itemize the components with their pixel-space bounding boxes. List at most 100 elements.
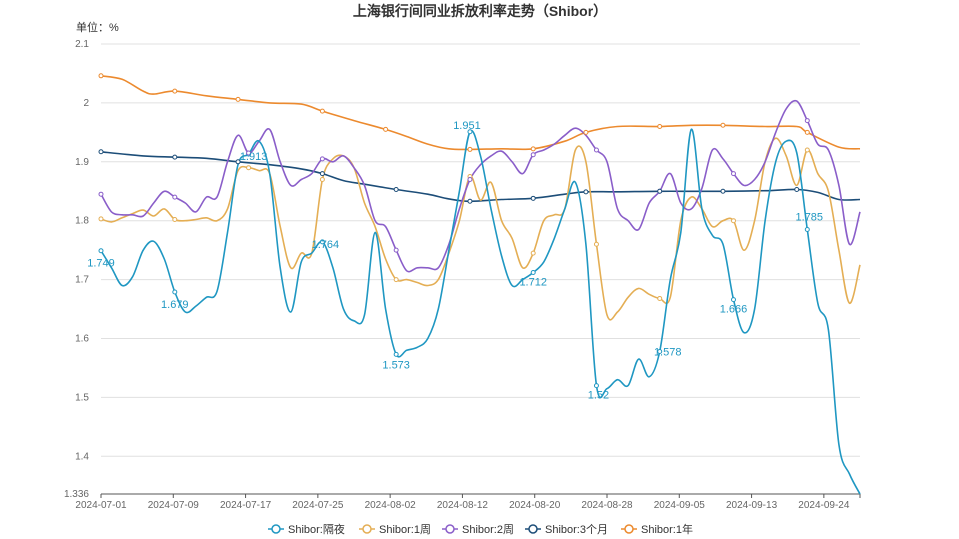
legend-swatch-marker — [362, 524, 372, 534]
data-point — [98, 248, 104, 254]
y-tick-label: 1.4 — [75, 451, 89, 462]
x-tick-label: 2024-08-20 — [509, 500, 561, 511]
x-tick-label: 2024-08-02 — [365, 500, 417, 511]
x-tick-label: 2024-07-25 — [292, 500, 344, 511]
data-point — [657, 188, 663, 194]
data-point — [657, 295, 663, 301]
series-line-0 — [100, 128, 861, 495]
data-point — [731, 171, 736, 177]
data-point — [383, 126, 389, 132]
series-points — [98, 73, 810, 389]
legend-swatch-marker — [445, 524, 455, 534]
data-point — [583, 129, 589, 135]
data-point — [794, 186, 800, 192]
x-tick-label: 2024-07-17 — [220, 500, 272, 511]
data-point — [657, 348, 663, 354]
data-point — [246, 165, 252, 171]
x-axis: 2024-07-01 2024-07-09 2024-07-17 2024-07-25… — [75, 493, 861, 511]
data-point — [98, 73, 104, 79]
legend-swatch-marker — [624, 524, 634, 534]
x-tick-label: 2024-07-09 — [148, 500, 200, 511]
legend-item-label: Shibor:3个月 — [545, 523, 608, 536]
x-tick-label: 2024-07-01 — [75, 500, 127, 511]
data-point — [98, 191, 104, 197]
data-point — [172, 194, 178, 200]
data-point — [593, 147, 599, 153]
data-point — [393, 277, 399, 283]
data-point — [720, 122, 726, 128]
data-point — [467, 129, 473, 135]
y-tick-label: 1.5 — [75, 392, 89, 403]
y-tick-label: 1.8 — [75, 216, 89, 227]
data-point — [319, 176, 325, 182]
data-point — [393, 186, 399, 192]
x-tick-label: 2024-08-12 — [437, 500, 489, 511]
data-point — [530, 270, 536, 276]
data-point — [530, 152, 536, 158]
data-point — [172, 217, 178, 223]
data-point — [583, 189, 589, 195]
data-point — [657, 123, 663, 129]
data-label: 1.712 — [519, 277, 547, 289]
data-point — [467, 198, 473, 204]
legend-item-label: Shibor:1周 — [379, 523, 431, 536]
x-tick-label: 2024-09-13 — [726, 500, 778, 511]
data-point — [804, 147, 810, 153]
data-point — [172, 88, 178, 94]
data-point — [246, 150, 252, 156]
data-label: 1.666 — [720, 304, 748, 316]
legend-item-label: Shibor:2周 — [462, 523, 514, 536]
y-tick-label: 1.9 — [75, 157, 89, 168]
y-tick-label: 1.7 — [75, 275, 89, 286]
y-axis-ticks: 1.336 1.4 1.5 1.6 1.7 1.8 1.9 2 2.1 — [64, 39, 89, 500]
data-label: 1.52 — [588, 390, 609, 402]
data-point — [731, 297, 736, 303]
y-tick-label: 1.6 — [75, 334, 89, 345]
data-point — [804, 129, 810, 135]
data-point — [467, 146, 473, 152]
data-label: 1.785 — [796, 212, 824, 224]
data-point — [98, 216, 104, 222]
data-point — [98, 149, 104, 155]
legend-item-label: Shibor:隔夜 — [288, 522, 345, 536]
data-point — [731, 218, 736, 224]
chart-title: 上海银行间同业拆放利率走势（Shibor） — [353, 3, 607, 19]
data-point — [530, 250, 536, 256]
data-label: 1.749 — [87, 258, 115, 270]
data-label: 1.679 — [161, 299, 189, 311]
data-labels: 1.749 1.679 1.913 1.764 1.573 1.951 1.712 1.52 1… — [87, 120, 823, 402]
x-tick-label: 2024-09-05 — [654, 500, 706, 511]
grid-lines — [101, 43, 860, 457]
data-point — [804, 227, 810, 233]
data-point — [319, 239, 325, 245]
data-label: 1.573 — [382, 359, 410, 371]
data-point — [720, 188, 726, 194]
data-point — [393, 351, 399, 357]
data-point — [530, 195, 536, 201]
legend-item-label: Shibor:1年 — [641, 522, 693, 536]
data-point — [467, 176, 473, 182]
legend-swatch-marker — [528, 524, 538, 534]
x-tick-label: 2024-09-24 — [798, 500, 850, 511]
legend: Shibor:隔夜 Shibor:1周 Shibor:2周 Shibor:3个月 Shi… — [268, 522, 693, 536]
data-point — [319, 156, 325, 162]
data-point — [319, 108, 325, 114]
unit-label: 单位：% — [76, 20, 119, 34]
series-line-3 — [100, 151, 861, 203]
y-tick-label: 2 — [83, 98, 89, 109]
series-line-4 — [100, 75, 861, 151]
data-label: 1.764 — [312, 239, 340, 251]
y-tick-label: 2.1 — [75, 39, 89, 50]
data-label: 1.913 — [240, 151, 268, 163]
data-point — [235, 96, 241, 102]
data-point — [393, 247, 399, 253]
data-point — [804, 118, 810, 124]
data-point — [530, 146, 536, 152]
series-lines — [100, 75, 861, 495]
x-tick-label: 2024-08-28 — [581, 500, 633, 511]
data-point — [172, 289, 178, 295]
legend-swatch-marker — [271, 524, 281, 534]
data-point — [593, 383, 599, 389]
data-point — [593, 241, 599, 247]
